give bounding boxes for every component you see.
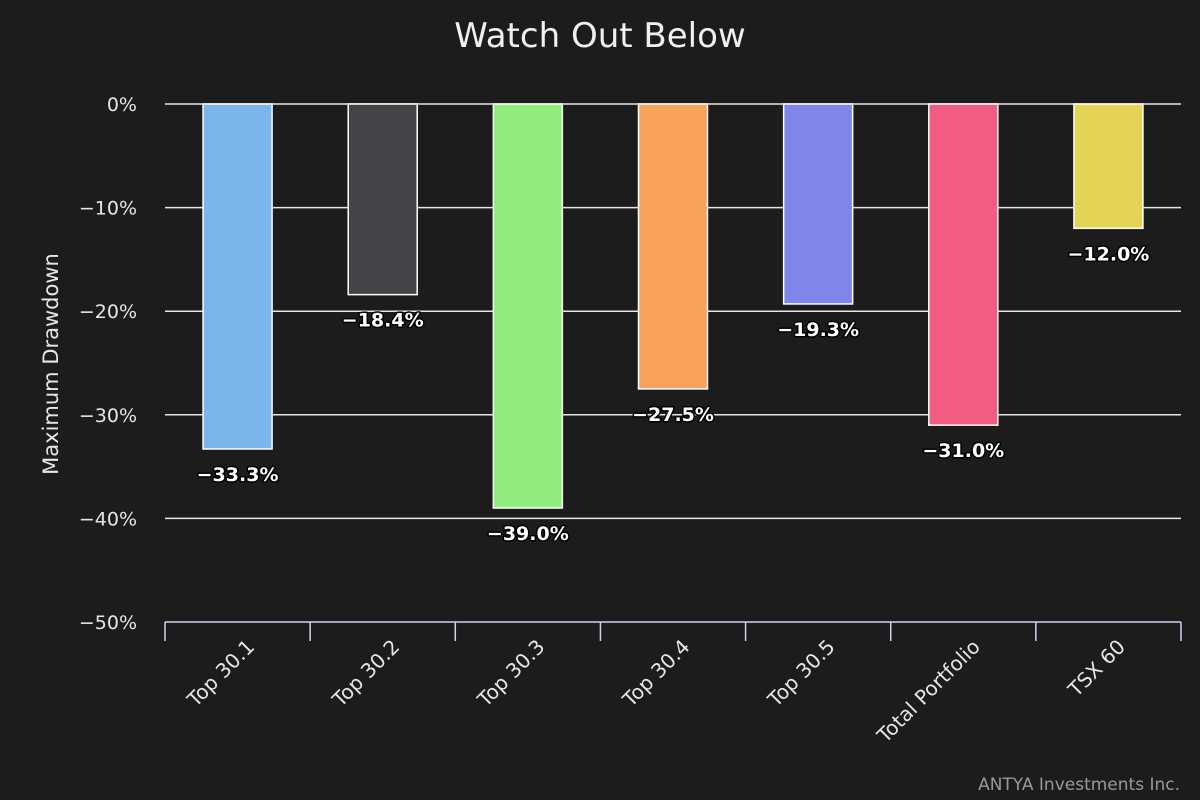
chart-title: Watch Out Below: [454, 16, 745, 56]
data-label: −19.3%: [777, 319, 859, 341]
data-label: −18.4%: [342, 310, 424, 332]
y-tick-label: −10%: [79, 198, 137, 220]
bar-top-30-3: [492, 103, 564, 509]
data-label: −33.3%: [197, 464, 279, 486]
y-axis: 0% −10% −20% −30% −40% −50%: [79, 94, 137, 634]
bar-top-30-5: [782, 103, 854, 305]
y-tick-label: −40%: [79, 508, 137, 530]
data-label: −27.5%: [632, 404, 714, 426]
bar-top-30-2: [347, 103, 418, 296]
data-label: −31.0%: [922, 440, 1004, 462]
y-tick-label: −50%: [79, 612, 137, 634]
y-axis-label: Maximum Drawdown: [39, 253, 63, 475]
y-tick-label: 0%: [107, 94, 137, 116]
y-tick-label: −20%: [79, 301, 137, 323]
chart-credit: ANTYA Investments Inc.: [978, 775, 1180, 795]
bar-top-30-4: [637, 103, 709, 390]
bars: [202, 103, 1144, 509]
bar-tsx-60: [1073, 103, 1144, 230]
bar-top-30-1: [202, 103, 273, 450]
y-tick-label: −30%: [79, 405, 137, 427]
data-labels: −33.3% −18.4% −39.0% −27.5% −19.3% −31.0% −12.…: [195, 242, 1151, 547]
bar-total-portfolio: [928, 103, 999, 426]
data-label: −39.0%: [487, 523, 569, 545]
data-label: −12.0%: [1068, 243, 1150, 265]
